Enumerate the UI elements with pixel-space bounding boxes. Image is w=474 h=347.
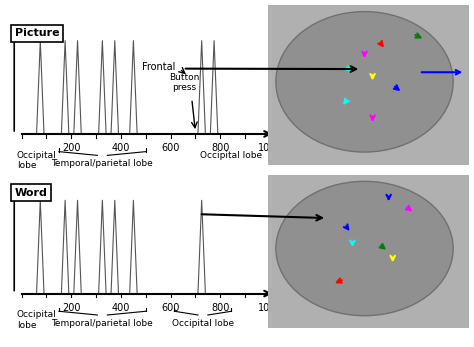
- Text: 600: 600: [162, 303, 180, 313]
- Text: 400: 400: [112, 143, 130, 153]
- Text: 600: 600: [162, 143, 180, 153]
- Text: Occipital
lobe: Occipital lobe: [17, 310, 56, 330]
- Text: ms: ms: [275, 143, 290, 153]
- Text: 1000: 1000: [258, 143, 282, 153]
- Text: Word: Word: [15, 188, 47, 198]
- Text: Temporal/parietal lobe: Temporal/parietal lobe: [52, 319, 153, 328]
- Text: Button
press: Button press: [169, 73, 200, 92]
- Text: ms: ms: [275, 303, 290, 313]
- Text: Picture: Picture: [15, 28, 59, 38]
- Text: Frontal: Frontal: [142, 62, 175, 72]
- Text: Temporal/parietal lobe: Temporal/parietal lobe: [52, 159, 153, 168]
- Text: 800: 800: [211, 303, 229, 313]
- Text: 400: 400: [112, 303, 130, 313]
- Ellipse shape: [276, 11, 453, 152]
- Text: Occipital lobe: Occipital lobe: [172, 319, 234, 328]
- Text: 200: 200: [62, 303, 81, 313]
- Text: Occipital lobe: Occipital lobe: [201, 151, 263, 160]
- Ellipse shape: [276, 181, 453, 316]
- Text: 1000: 1000: [258, 303, 282, 313]
- Text: 200: 200: [62, 143, 81, 153]
- Text: Occipital
lobe: Occipital lobe: [17, 151, 56, 170]
- Text: 800: 800: [211, 143, 229, 153]
